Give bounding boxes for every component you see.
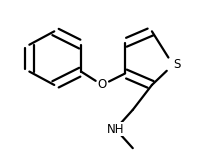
Text: NH: NH <box>107 122 124 136</box>
Text: O: O <box>97 78 107 91</box>
Text: S: S <box>173 58 180 71</box>
